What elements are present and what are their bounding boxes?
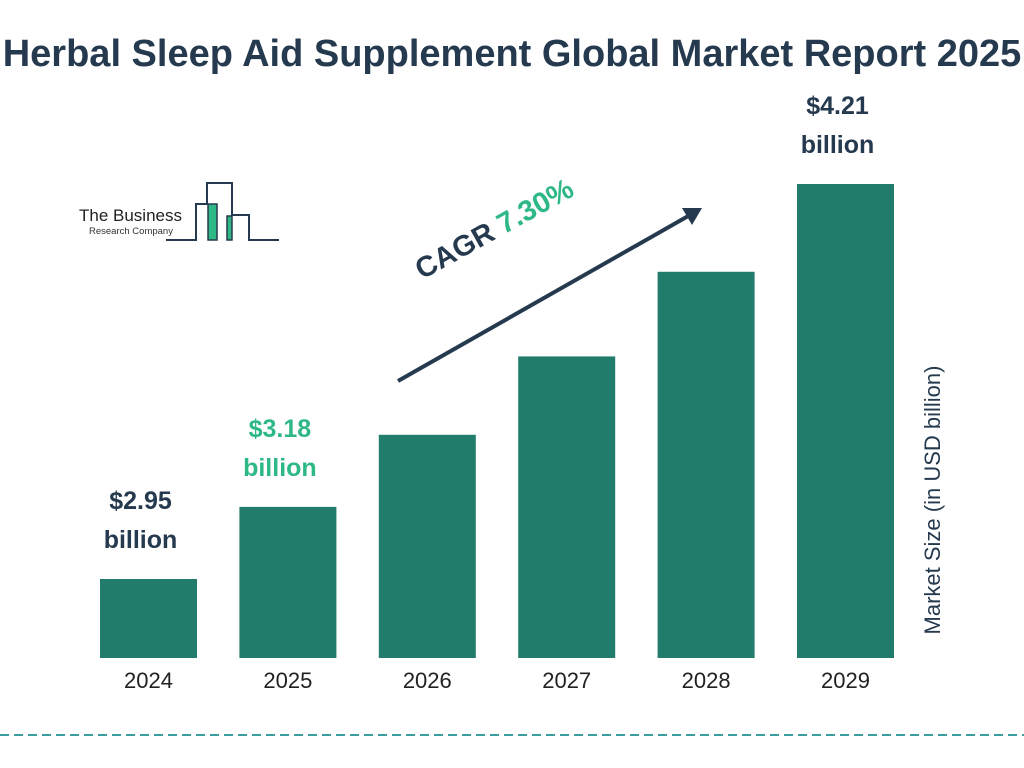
bar-2028 — [657, 271, 755, 658]
y-axis-label: Market Size (in USD billion) — [920, 365, 945, 635]
x-tick-label: 2029 — [821, 668, 870, 693]
logo-icon — [166, 182, 279, 241]
bar-2027 — [518, 356, 616, 658]
data-label: billion — [104, 526, 178, 554]
x-tick-label: 2026 — [403, 668, 452, 693]
chart-title: Herbal Sleep Aid Supplement Global Marke… — [2, 33, 1022, 75]
x-tick-label: 2024 — [124, 668, 173, 693]
logo-text: The Business — [79, 206, 182, 225]
data-label: $4.21 — [806, 92, 869, 120]
x-tick-label: 2028 — [682, 668, 731, 693]
cagr-arrow — [397, 213, 691, 383]
bar-2029 — [797, 184, 894, 658]
bar-2024 — [100, 579, 197, 658]
cagr-arrowhead-icon — [682, 208, 702, 225]
x-tick-label: 2025 — [263, 668, 312, 693]
bar-2026 — [378, 434, 476, 658]
bar-2025 — [239, 506, 337, 658]
data-label: billion — [801, 131, 875, 159]
data-label: $3.18 — [249, 415, 312, 443]
logo-subtext: Research Company — [89, 226, 173, 237]
data-label: $2.95 — [109, 487, 172, 515]
x-tick-label: 2027 — [542, 668, 591, 693]
data-label: billion — [243, 454, 317, 482]
